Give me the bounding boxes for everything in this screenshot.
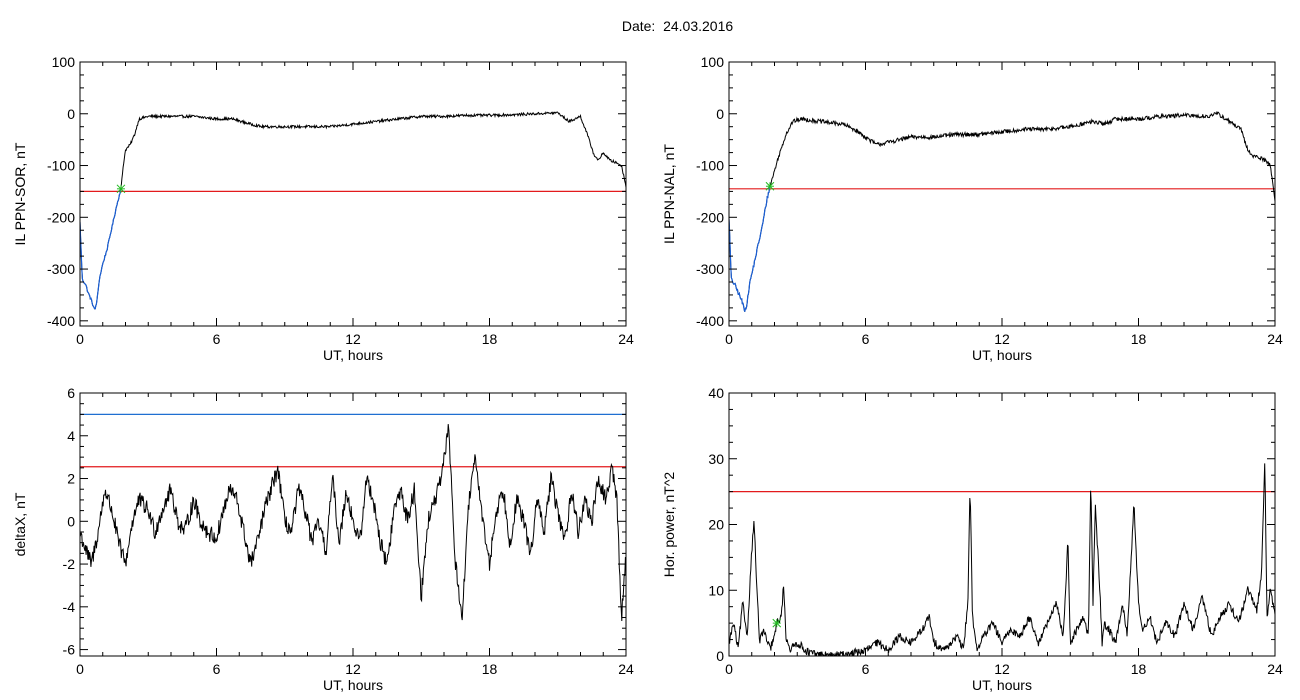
x-axis-label: UT, hours (323, 677, 383, 693)
x-tick-label: 0 (76, 331, 84, 347)
y-tick-label: -100 (696, 158, 724, 174)
y-tick-label: 30 (708, 451, 724, 467)
data-series-line (80, 424, 626, 622)
x-tick-label: 6 (213, 331, 221, 347)
data-series-line (729, 110, 1275, 312)
y-tick-label: -6 (63, 642, 76, 658)
y-tick-label: -400 (47, 313, 75, 329)
x-tick-label: 12 (994, 661, 1010, 677)
chart-hor-power: 0 6 12 18 24 40 30 20 10 0 UT, hours Hor. power, nT… (661, 385, 1283, 693)
chart-il-sor: 0 6 12 18 24 100 0 -100 -200 -300 -400 UT, hours IL … (12, 54, 634, 363)
y-tick-label: -400 (696, 313, 724, 329)
data-series-line (729, 463, 1275, 656)
y-tick-label: 10 (708, 582, 724, 598)
x-tick-label: 6 (862, 661, 870, 677)
plot-frame (79, 392, 627, 657)
x-tick-label: 12 (994, 331, 1010, 347)
x-axis-label: UT, hours (972, 677, 1032, 693)
x-tick-label: 18 (1131, 331, 1147, 347)
page-title: Date: 24.03.2016 (621, 18, 734, 34)
y-tick-label: 4 (67, 428, 75, 444)
y-tick-label: -300 (47, 261, 75, 277)
data-series-line (80, 111, 626, 310)
y-tick-label: 0 (716, 106, 724, 122)
x-tick-label: 24 (1267, 331, 1283, 347)
x-axis-label: UT, hours (972, 347, 1032, 363)
y-tick-label: 6 (67, 385, 75, 401)
x-tick-label: 0 (76, 661, 84, 677)
y-tick-label: 0 (67, 106, 75, 122)
y-tick-label: -200 (47, 209, 75, 225)
y-tick-label: -4 (63, 599, 76, 615)
x-tick-label: 18 (482, 661, 498, 677)
y-tick-label: 40 (708, 385, 724, 401)
y-tick-label: 0 (67, 513, 75, 529)
x-tick-label: 6 (862, 331, 870, 347)
x-tick-label: 24 (618, 331, 634, 347)
y-tick-label: 2 (67, 471, 75, 487)
crossing-marker (116, 184, 126, 194)
y-tick-label: -2 (63, 556, 76, 572)
blue-segment-line (80, 189, 122, 310)
x-axis-label: UT, hours (323, 347, 383, 363)
plot-frame (728, 61, 1276, 327)
y-axis-label: Hor. power, nT^2 (661, 472, 677, 578)
crossing-marker (772, 618, 782, 628)
y-tick-label: 100 (52, 54, 76, 70)
y-tick-label: -200 (696, 209, 724, 225)
x-tick-label: 12 (345, 331, 361, 347)
y-tick-label: -300 (696, 261, 724, 277)
y-tick-label: 100 (701, 54, 725, 70)
x-tick-label: 0 (725, 661, 733, 677)
blue-segment-line (729, 186, 771, 312)
plot-frame (79, 61, 627, 327)
y-tick-label: 20 (708, 517, 724, 533)
x-tick-label: 18 (482, 331, 498, 347)
x-tick-label: 6 (213, 661, 221, 677)
plot-frame (728, 392, 1276, 657)
y-tick-label: 0 (716, 648, 724, 664)
y-axis-label: IL PPN-SOR, nT (12, 142, 28, 245)
y-axis-label: IL PPN-NAL, nT (661, 144, 677, 244)
x-tick-label: 24 (618, 661, 634, 677)
x-tick-label: 24 (1267, 661, 1283, 677)
y-tick-label: -100 (47, 158, 75, 174)
chart-il-nal: 0 6 12 18 24 100 0 -100 -200 -300 -400 UT, hours IL … (661, 54, 1283, 363)
x-tick-label: 0 (725, 331, 733, 347)
y-axis-label: deltaX, nT (12, 492, 28, 556)
x-tick-label: 12 (345, 661, 361, 677)
crossing-marker (765, 181, 775, 191)
chart-deltax: 0 6 12 18 24 6 4 2 0 -2 -4 -6 UT, hours deltaX, nT (12, 385, 634, 693)
x-tick-label: 18 (1131, 661, 1147, 677)
